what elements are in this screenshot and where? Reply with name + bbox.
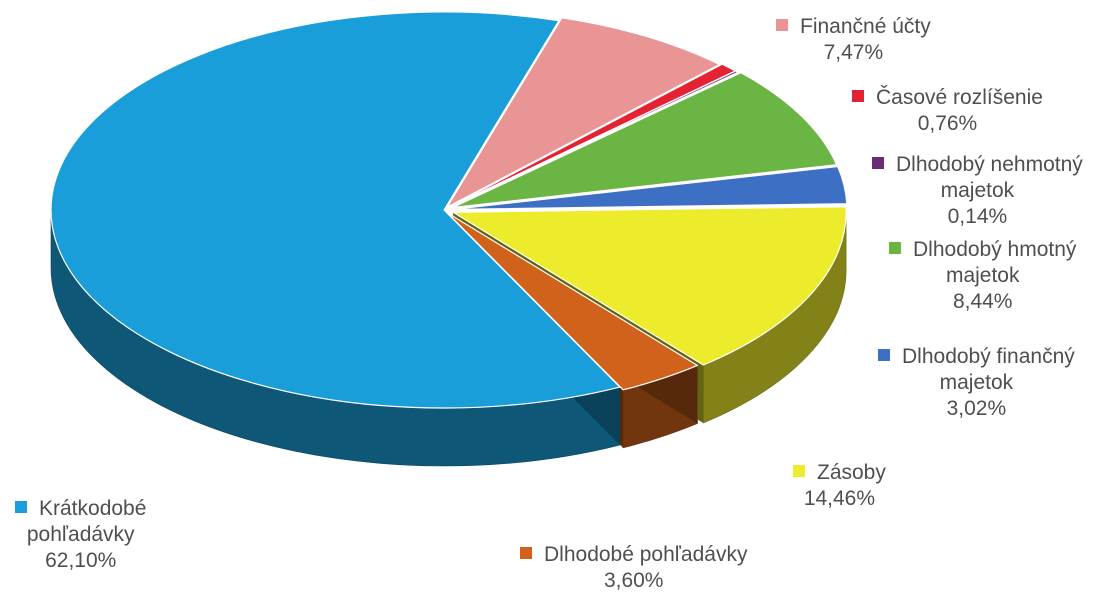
label-zasoby-name: Zásoby xyxy=(817,461,886,484)
label-kratkodobe-pohladavky-name-2: pohľadávky xyxy=(26,523,135,546)
label-kratkodobe-pohladavky-value: 62,10% xyxy=(45,549,117,572)
legend-swatch-zasoby xyxy=(793,465,805,477)
label-zasoby-value: 14,46% xyxy=(803,487,876,510)
legend-swatch-dlhodoby-nehmotny xyxy=(872,157,884,169)
label-dlhodoby-financny-value: 3,02% xyxy=(946,397,1007,420)
label-financne-ucty: Finančné účty 7,47% xyxy=(776,14,931,66)
label-dlhodoby-hmotny-majetok: Dlhodobý hmotný majetok 8,44% xyxy=(889,237,1076,315)
pie-tops xyxy=(50,11,848,409)
label-casove-rozlisenie-name: Časové rozlíšenie xyxy=(876,86,1043,109)
label-kratkodobe-pohladavky-name: Krátkodobé xyxy=(39,497,147,520)
label-kratkodobe-pohladavky: Krátkodobé pohľadávky 62,10% xyxy=(15,496,146,574)
label-financne-ucty-name: Finančné účty xyxy=(800,15,931,38)
label-dlhodoby-nehmotny-value: 0,14% xyxy=(947,205,1008,228)
label-dlhodoby-financny-majetok: Dlhodobý finančný majetok 3,02% xyxy=(878,344,1075,422)
label-dlhodoby-hmotny-name: Dlhodobý hmotný xyxy=(913,238,1077,261)
label-dlhodoby-hmotny-name-2: majetok xyxy=(945,264,1020,287)
label-dlhodoby-hmotny-value: 8,44% xyxy=(952,290,1013,313)
pie-slice-dlhodobe-pohladavky xyxy=(446,212,699,391)
pie-slice-financne-ucty xyxy=(446,17,721,208)
label-dlhodoby-financny-name-2: majetok xyxy=(939,371,1014,394)
label-dlhodobe-pohladavky-name: Dlhodobé pohľadávky xyxy=(544,543,748,566)
label-dlhodoby-nehmotny-name-2: majetok xyxy=(940,179,1015,202)
label-casove-rozlisenie: Časové rozlíšenie 0,76% xyxy=(852,85,1043,137)
label-dlhodoby-financny-name: Dlhodobý finančný xyxy=(902,345,1075,368)
label-dlhodobe-pohladavky: Dlhodobé pohľadávky 3,60% xyxy=(520,542,747,594)
pie-slice-dlhodoby-nehmotny-majetok xyxy=(449,70,739,208)
label-financne-ucty-value: 7,47% xyxy=(823,41,884,64)
label-dlhodoby-nehmotny-majetok: Dlhodobý nehmotný majetok 0,14% xyxy=(872,152,1083,230)
label-zasoby: Zásoby 14,46% xyxy=(793,460,886,512)
pie-slice-zasoby xyxy=(452,206,847,366)
label-dlhodoby-nehmotny-name: Dlhodobý nehmotný xyxy=(896,153,1083,176)
label-dlhodobe-pohladavky-value: 3,60% xyxy=(603,569,664,592)
pie-slice-dlhodoby-financny-majetok xyxy=(453,165,848,210)
legend-swatch-dlhodoby-financny xyxy=(878,349,890,361)
legend-swatch-dlhodoby-hmotny xyxy=(889,242,901,254)
legend-swatch-casove-rozlisenie xyxy=(852,90,864,102)
label-casove-rozlisenie-value: 0,76% xyxy=(917,112,978,135)
legend-swatch-financne-ucty xyxy=(776,19,788,31)
pie-slice-dlhodoby-hmotny-majetok xyxy=(452,72,838,209)
legend-swatch-dlhodobe-pohladavky xyxy=(520,547,532,559)
legend-swatch-kratkodobe-pohladavky xyxy=(15,501,27,513)
pie-slice-kratkodobe-pohladavky xyxy=(50,11,621,409)
